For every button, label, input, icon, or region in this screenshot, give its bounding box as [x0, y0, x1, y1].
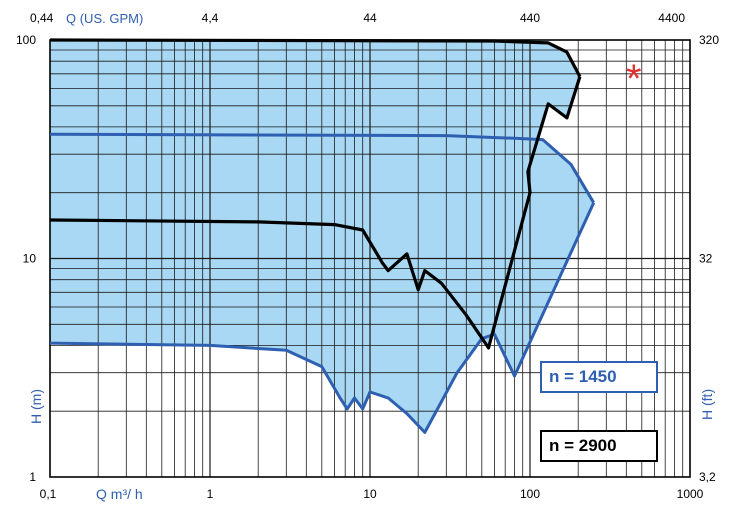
- series-lower-line-1: [49, 76, 582, 350]
- x-tick-bottom: 0,1: [40, 487, 57, 501]
- x-tick-top: 0,44: [30, 11, 54, 25]
- y-tick-left: 100: [16, 33, 36, 47]
- x-tick-top: 4400: [658, 11, 685, 25]
- chart-lines: [49, 38, 596, 434]
- chart-grid: [49, 39, 691, 478]
- x-tick-bottom: 10: [363, 487, 377, 501]
- series-upper-line-0: [49, 132, 595, 204]
- y-tick-left: 10: [23, 252, 37, 266]
- y-tick-left: 1: [29, 470, 36, 484]
- x-axis-bottom-label: Q m³/ h: [96, 486, 143, 502]
- chart-labels: Q (US. GPM) Q m³/ h H (m) H (ft) * 0,1 1 1…: [16, 11, 719, 502]
- area-fill-1: [50, 40, 580, 348]
- legend-n-2900: n = 2900: [540, 430, 658, 462]
- series-upper-line-1: [49, 38, 582, 78]
- x-tick-bottom: 1000: [677, 487, 704, 501]
- series-lower-line-0: [49, 202, 596, 434]
- y-tick-right: 320: [699, 33, 719, 47]
- y-tick-right: 32: [699, 252, 713, 266]
- legend-n-1450: n = 1450: [540, 361, 658, 393]
- x-tick-top: 44: [363, 11, 377, 25]
- y-tick-right: 3,2: [699, 470, 716, 484]
- x-axis-top-label: Q (US. GPM): [66, 11, 143, 26]
- y-axis-left-label: H (m): [28, 389, 44, 424]
- x-tick-top: 440: [520, 11, 540, 25]
- x-tick-top: 4,4: [202, 11, 219, 25]
- y-axis-right-label: H (ft): [699, 389, 715, 420]
- x-tick-bottom: 1: [207, 487, 214, 501]
- x-tick-bottom: 100: [520, 487, 540, 501]
- star-marker: *: [626, 57, 642, 101]
